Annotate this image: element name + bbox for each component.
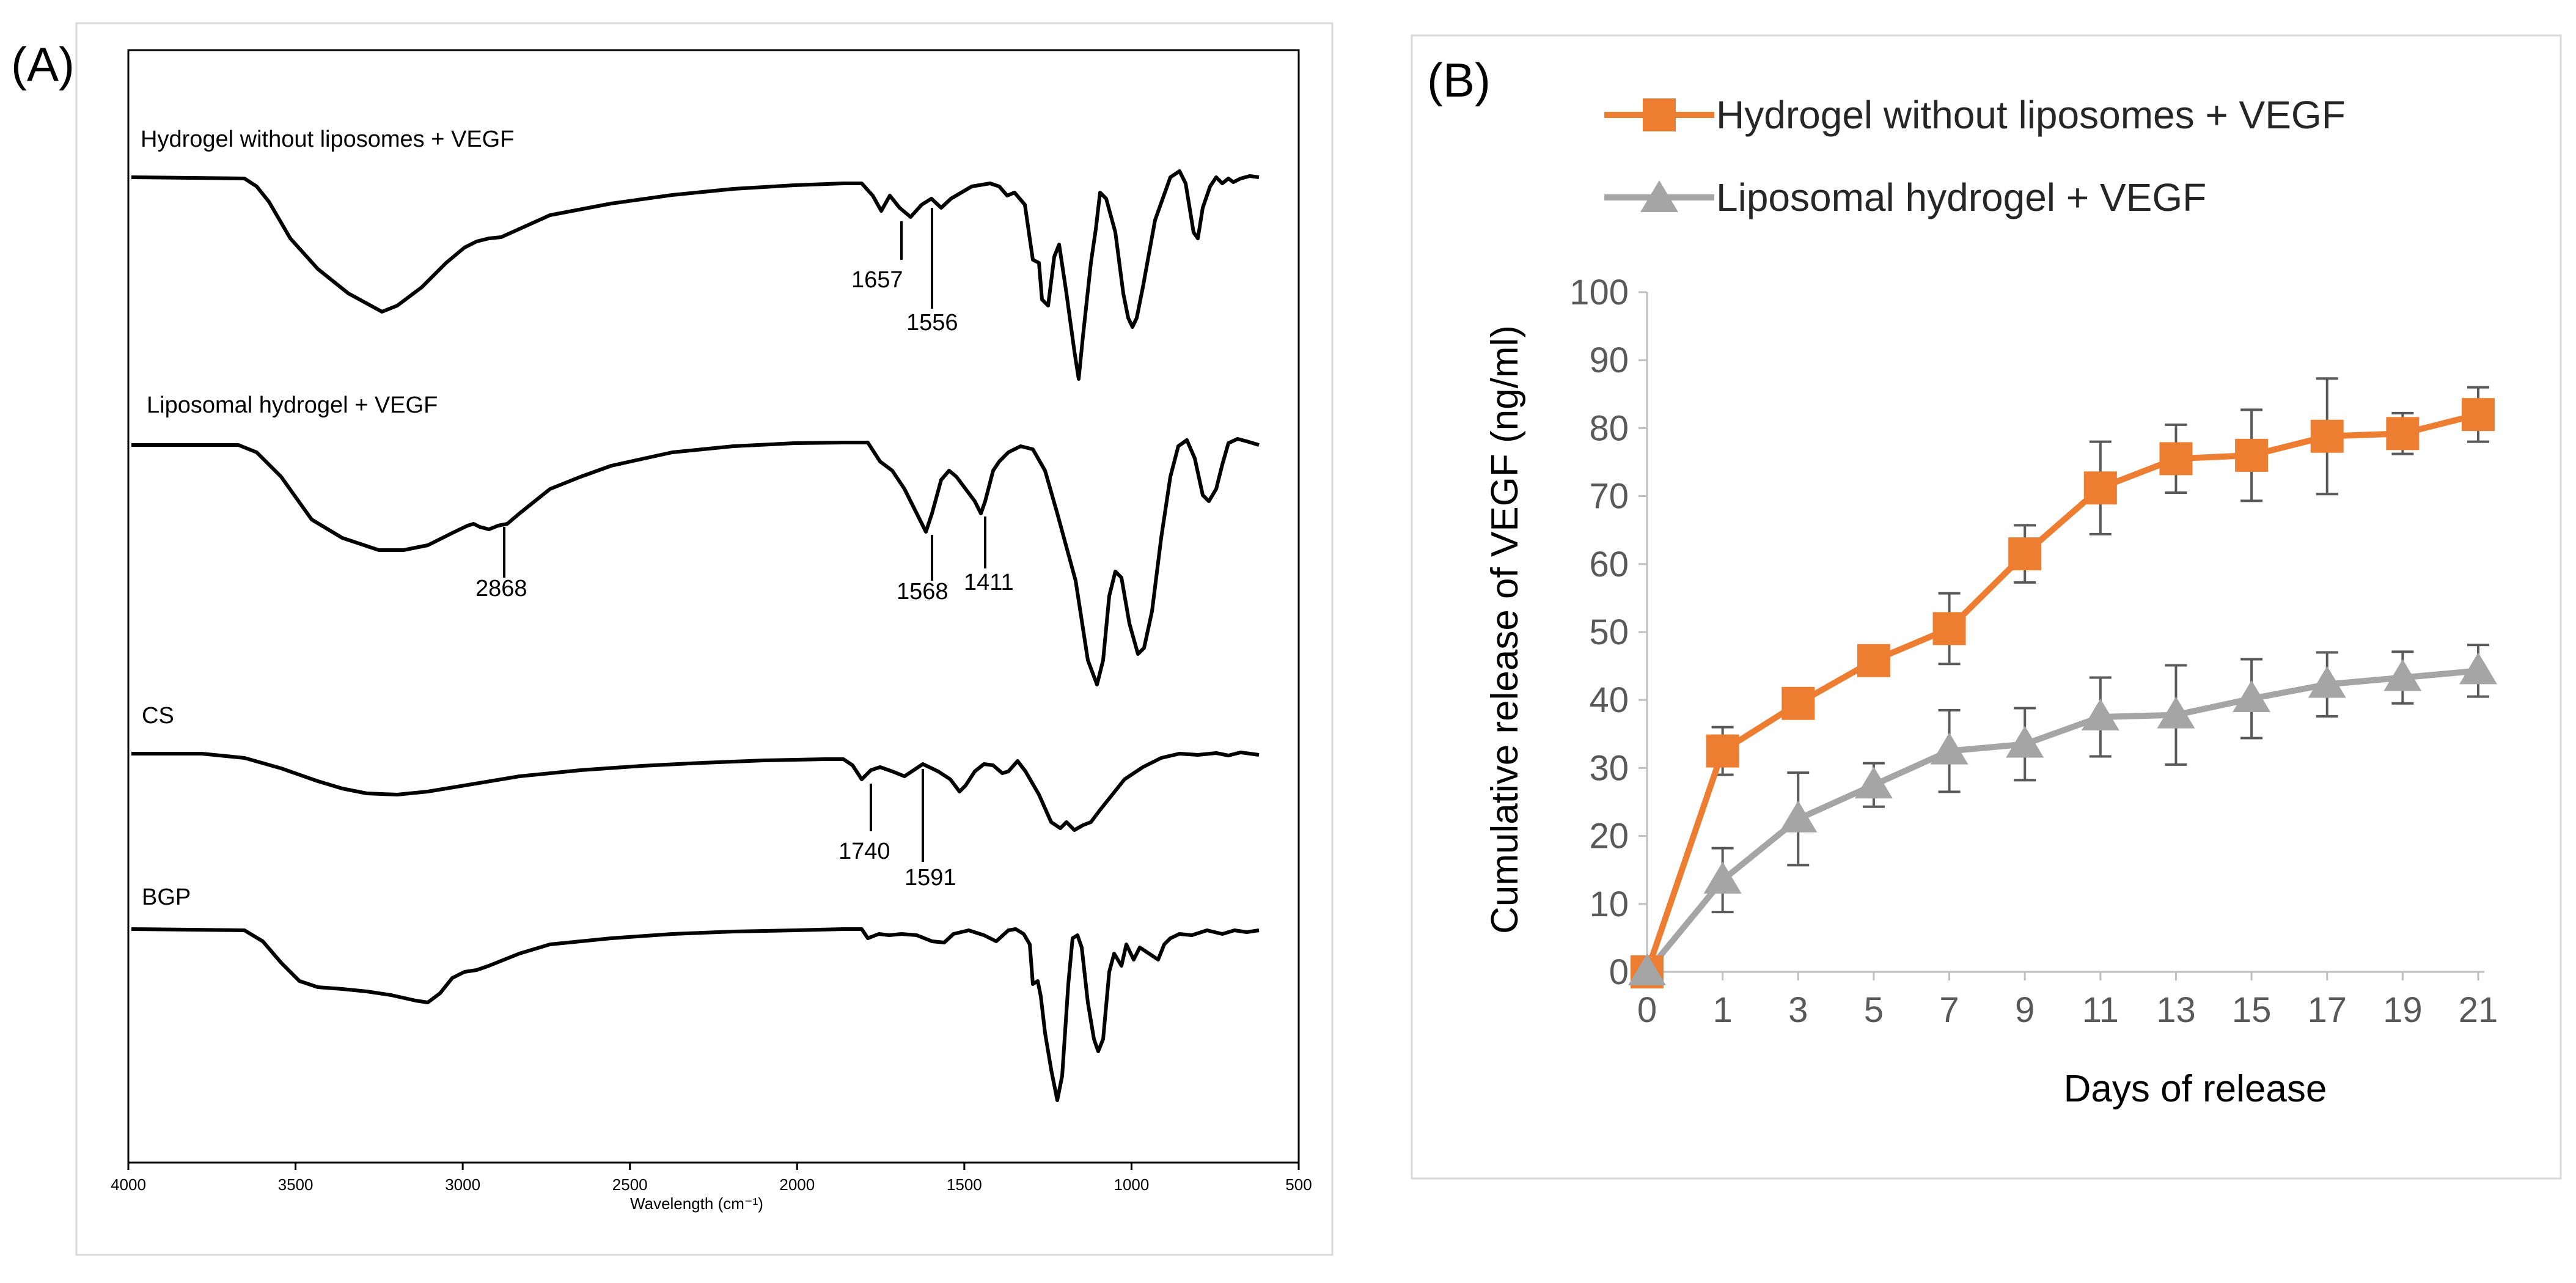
series-line-hydrogel xyxy=(1644,411,2479,973)
legend-label-liposomal: Liposomal hydrogel + VEGF xyxy=(1716,175,2206,219)
peak-label-1657: 1657 xyxy=(851,267,903,293)
x-axis-title: Days of release xyxy=(2064,1068,2327,1110)
peak-label-1556: 1556 xyxy=(906,310,958,336)
marker-liposomal xyxy=(2383,659,2422,691)
panel-b-letter: (B) xyxy=(1427,53,1491,107)
x-tick-label: 17 xyxy=(2307,990,2347,1030)
ftir-x-tick-label: 4000 xyxy=(111,1175,146,1194)
x-tick-label: 5 xyxy=(1864,990,1884,1030)
series-markers xyxy=(1628,398,2497,988)
peak-label-2868: 2868 xyxy=(475,576,527,601)
marker-hydrogel xyxy=(1706,734,1739,768)
y-tick-label: 10 xyxy=(1589,884,1629,924)
marker-liposomal xyxy=(1703,861,1742,894)
error-bars xyxy=(1711,377,2489,914)
legend-item-hydrogel: Hydrogel without liposomes + VEGF xyxy=(1604,93,2346,137)
spectrum-label-bgp: BGP xyxy=(142,884,191,910)
y-tick-label: 60 xyxy=(1589,545,1629,584)
ftir-x-tick-label: 2500 xyxy=(612,1175,648,1194)
marker-liposomal xyxy=(2081,699,2119,730)
marker-liposomal xyxy=(2006,726,2044,758)
spectrum-bgp xyxy=(131,927,1260,1102)
x-tick-label: 0 xyxy=(1637,990,1657,1030)
marker-hydrogel xyxy=(2083,471,2117,505)
y-tick-label: 50 xyxy=(1589,612,1629,652)
legend-marker-triangle xyxy=(1640,180,1678,212)
y-tick-label: 30 xyxy=(1589,748,1629,788)
marker-hydrogel xyxy=(2159,442,2193,476)
release-axes xyxy=(1638,291,2484,980)
y-tick-label: 80 xyxy=(1589,408,1629,448)
marker-hydrogel xyxy=(1932,612,1966,645)
legend-label-hydrogel: Hydrogel without liposomes + VEGF xyxy=(1716,93,2346,137)
marker-liposomal xyxy=(2157,696,2195,729)
marker-liposomal xyxy=(2233,680,2271,712)
x-tick-label: 11 xyxy=(2082,990,2119,1030)
marker-liposomal xyxy=(2308,666,2346,698)
ftir-x-ticks: 4000 3500 3000 2500 2000 1500 1000 500 xyxy=(111,1163,1312,1194)
x-tick-label: 9 xyxy=(2015,990,2035,1030)
series-line-liposomal xyxy=(1645,667,2479,974)
y-tick-label: 20 xyxy=(1589,817,1629,856)
panel-b-frame xyxy=(1411,34,2562,1180)
ftir-x-tick-label: 3000 xyxy=(445,1175,480,1194)
panel-a-letter: (A) xyxy=(11,37,75,91)
marker-liposomal xyxy=(1628,954,1666,985)
marker-hydrogel xyxy=(1782,686,1815,720)
marker-hydrogel xyxy=(2386,417,2420,450)
spectrum-label-cs: CS xyxy=(142,703,174,729)
y-tick-label: 70 xyxy=(1589,477,1629,517)
panel-a-ftir: (A) Hydrogel without liposomes + VEGF Li… xyxy=(11,22,1334,1256)
spectrum-hydrogel-without-liposomes xyxy=(131,169,1260,381)
panel-a-frame xyxy=(75,22,1334,1256)
x-tick-label: 1 xyxy=(1713,990,1733,1030)
x-tick-label: 7 xyxy=(1939,990,1959,1030)
x-tick-labels: 0 1 3 5 7 9 11 13 15 17 19 21 xyxy=(1637,990,2498,1030)
marker-liposomal xyxy=(2459,652,2497,685)
x-tick-label: 19 xyxy=(2383,990,2423,1030)
marker-hydrogel xyxy=(2462,398,2495,432)
marker-hydrogel xyxy=(2235,438,2269,472)
ftir-x-tick-label: 2000 xyxy=(779,1175,815,1194)
ftir-x-tick-label: 500 xyxy=(1285,1175,1312,1194)
ftir-x-tick-label: 1500 xyxy=(947,1175,982,1194)
peak-label-1568: 1568 xyxy=(897,579,949,605)
ftir-x-tick-label: 3500 xyxy=(278,1175,314,1194)
y-tick-label: 0 xyxy=(1609,952,1629,992)
marker-liposomal xyxy=(1930,732,1969,765)
marker-liposomal xyxy=(1854,766,1893,799)
spectrum-liposomal-hydrogel xyxy=(131,437,1260,686)
legend-item-liposomal: Liposomal hydrogel + VEGF xyxy=(1604,175,2206,219)
peak-label-1591: 1591 xyxy=(905,865,956,891)
x-tick-label: 21 xyxy=(2459,990,2498,1030)
spectrum-label-liposomal: Liposomal hydrogel + VEGF xyxy=(147,392,438,418)
ftir-x-axis-label: Wavelength (cm⁻¹) xyxy=(630,1194,763,1213)
peak-label-1411: 1411 xyxy=(964,570,1014,595)
y-tick-label: 100 xyxy=(1569,273,1629,312)
marker-hydrogel xyxy=(2008,537,2042,571)
x-tick-label: 3 xyxy=(1788,990,1808,1030)
ftir-plot-frame xyxy=(127,49,1300,1164)
spectrum-label-hydrogel: Hydrogel without liposomes + VEGF xyxy=(141,127,514,152)
marker-hydrogel xyxy=(1857,644,1890,677)
peak-label-1740: 1740 xyxy=(838,839,890,864)
x-tick-label: 13 xyxy=(2156,990,2196,1030)
marker-hydrogel xyxy=(2310,419,2344,453)
y-tick-label: 40 xyxy=(1589,680,1629,720)
spectrum-cs xyxy=(131,751,1260,832)
x-tick-label: 15 xyxy=(2232,990,2272,1030)
y-axis-title: Cumulative release of VEGF (ng/ml) xyxy=(1484,325,1526,934)
ftir-x-tick-label: 1000 xyxy=(1114,1175,1150,1194)
legend-marker-square xyxy=(1643,98,1676,131)
y-tick-label: 90 xyxy=(1589,340,1629,380)
marker-liposomal xyxy=(1779,800,1818,833)
y-tick-labels: 0 10 20 30 40 50 60 70 80 90 100 xyxy=(1569,273,1629,992)
series-lines xyxy=(1644,411,2479,974)
panel-b-release: (B) Hydrogel without liposomes + VEGF Li… xyxy=(1411,34,2562,1180)
legend: Hydrogel without liposomes + VEGF Liposo… xyxy=(1604,93,2346,219)
peak-annotations xyxy=(503,208,986,862)
